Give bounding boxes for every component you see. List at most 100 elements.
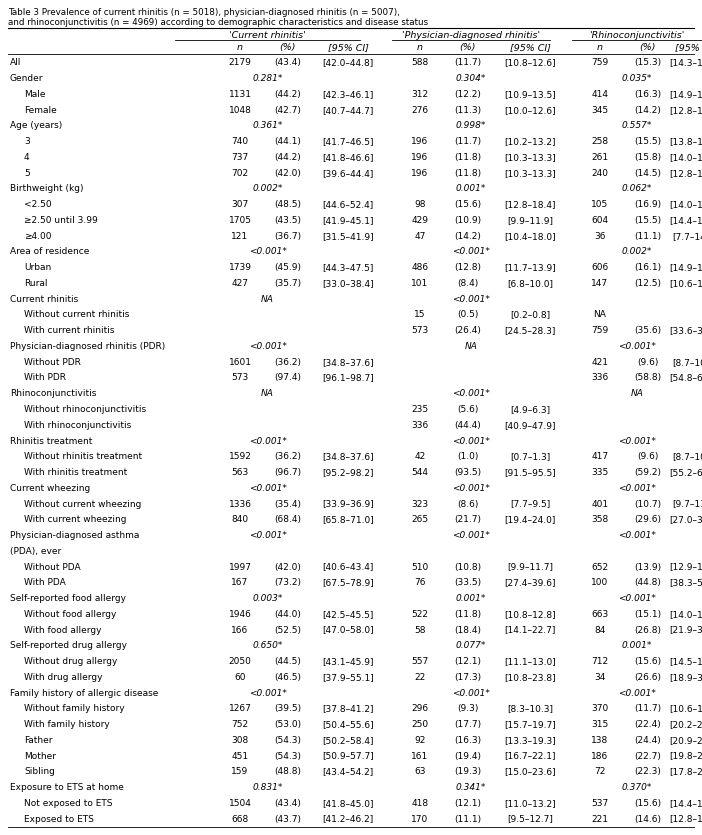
Text: [12.9–14.8]: [12.9–14.8] [669,563,702,571]
Text: [10.4–18.0]: [10.4–18.0] [504,231,556,240]
Text: 0.304*: 0.304* [456,74,486,84]
Text: 101: 101 [411,279,429,288]
Text: (44.2): (44.2) [274,153,301,162]
Text: (35.6): (35.6) [635,326,661,335]
Text: [50.2–58.4]: [50.2–58.4] [322,736,373,745]
Text: (36.7): (36.7) [274,231,302,240]
Text: (12.8): (12.8) [454,263,482,272]
Text: [95% CI]: [95% CI] [675,43,702,52]
Text: Rhinoconjunctivitis: Rhinoconjunctivitis [10,389,96,398]
Text: 712: 712 [592,657,609,666]
Text: 105: 105 [591,200,609,210]
Text: 0.035*: 0.035* [622,74,652,84]
Text: [44.3–47.5]: [44.3–47.5] [322,263,373,272]
Text: [41.2–46.2]: [41.2–46.2] [322,815,373,823]
Text: 196: 196 [411,153,429,162]
Text: [7.7–9.5]: [7.7–9.5] [510,499,550,509]
Text: (44.8): (44.8) [635,579,661,587]
Text: 315: 315 [591,720,609,729]
Text: 47: 47 [414,231,425,240]
Text: 250: 250 [411,720,428,729]
Text: 58: 58 [414,625,425,635]
Text: (44.4): (44.4) [455,421,482,430]
Text: (45.9): (45.9) [274,263,301,272]
Text: <0.001*: <0.001* [618,689,656,697]
Text: (16.9): (16.9) [635,200,661,210]
Text: (1.0): (1.0) [457,453,479,461]
Text: n: n [417,43,423,52]
Text: 1336: 1336 [228,499,251,509]
Text: Sibling: Sibling [24,767,55,777]
Text: <0.001*: <0.001* [618,594,656,603]
Text: 'Rhinoconjunctivitis': 'Rhinoconjunctivitis' [589,31,684,40]
Text: 1739: 1739 [228,263,251,272]
Text: 486: 486 [411,263,428,272]
Text: Family history of allergic disease: Family history of allergic disease [10,689,159,697]
Text: NA: NA [261,389,274,398]
Text: (26.4): (26.4) [455,326,482,335]
Text: With rhinitis treatment: With rhinitis treatment [24,468,127,477]
Text: 418: 418 [411,799,428,808]
Text: [10.0–12.6]: [10.0–12.6] [504,106,556,114]
Text: 0.001*: 0.001* [456,185,486,194]
Text: Age (years): Age (years) [10,121,62,130]
Text: [19.4–24.0]: [19.4–24.0] [504,515,556,524]
Text: 606: 606 [591,263,609,272]
Text: (43.4): (43.4) [274,799,301,808]
Text: [39.6–44.4]: [39.6–44.4] [322,169,373,178]
Text: (12.5): (12.5) [635,279,661,288]
Text: (5.6): (5.6) [457,405,479,414]
Text: [11.7–13.9]: [11.7–13.9] [504,263,556,272]
Text: Without food allergy: Without food allergy [24,610,117,619]
Text: [34.8–37.6]: [34.8–37.6] [322,357,373,367]
Text: (48.8): (48.8) [274,767,301,777]
Text: 840: 840 [232,515,249,524]
Text: 240: 240 [592,169,609,178]
Text: [9.9–11.7]: [9.9–11.7] [507,563,553,571]
Text: (10.8): (10.8) [454,563,482,571]
Text: [14.0–19.8]: [14.0–19.8] [669,200,702,210]
Text: [10.8–12.8]: [10.8–12.8] [504,610,556,619]
Text: <0.001*: <0.001* [452,689,490,697]
Text: With food allergy: With food allergy [24,625,102,635]
Text: <0.001*: <0.001* [618,437,656,446]
Text: Without current wheezing: Without current wheezing [24,499,141,509]
Text: 147: 147 [592,279,609,288]
Text: Female: Female [24,106,57,114]
Text: (44.1): (44.1) [274,137,301,146]
Text: [9.5–12.7]: [9.5–12.7] [507,815,553,823]
Text: 588: 588 [411,58,429,68]
Text: [31.5–41.9]: [31.5–41.9] [322,231,373,240]
Text: [41.9–45.1]: [41.9–45.1] [322,216,373,225]
Text: (22.3): (22.3) [635,767,661,777]
Text: and rhinoconjunctivitis (n = 4969) according to demographic characteristics and : and rhinoconjunctivitis (n = 4969) accor… [8,18,428,27]
Text: 0.062*: 0.062* [622,185,652,194]
Text: [10.3–13.3]: [10.3–13.3] [504,153,556,162]
Text: [8.3–10.3]: [8.3–10.3] [507,705,553,713]
Text: (36.2): (36.2) [274,357,301,367]
Text: [15.7–19.7]: [15.7–19.7] [504,720,556,729]
Text: <0.001*: <0.001* [249,437,286,446]
Text: Without PDR: Without PDR [24,357,81,367]
Text: [55.2–63.2]: [55.2–63.2] [669,468,702,477]
Text: 221: 221 [592,815,609,823]
Text: n: n [597,43,603,52]
Text: 417: 417 [592,453,609,461]
Text: (54.3): (54.3) [274,752,301,761]
Text: [41.8–45.0]: [41.8–45.0] [322,799,373,808]
Text: [9.7–11.7]: [9.7–11.7] [672,499,702,509]
Text: (14.2): (14.2) [455,231,482,240]
Text: [67.5–78.9]: [67.5–78.9] [322,579,374,587]
Text: (18.4): (18.4) [454,625,482,635]
Text: 737: 737 [232,153,249,162]
Text: 573: 573 [232,373,249,382]
Text: [12.8–16.2]: [12.8–16.2] [669,169,702,178]
Text: 36: 36 [595,231,606,240]
Text: (12.1): (12.1) [454,799,482,808]
Text: [10.2–13.2]: [10.2–13.2] [504,137,556,146]
Text: (42.7): (42.7) [274,106,301,114]
Text: With family history: With family history [24,720,110,729]
Text: 740: 740 [232,137,249,146]
Text: [14.0–17.6]: [14.0–17.6] [669,153,702,162]
Text: (%): (%) [640,43,656,52]
